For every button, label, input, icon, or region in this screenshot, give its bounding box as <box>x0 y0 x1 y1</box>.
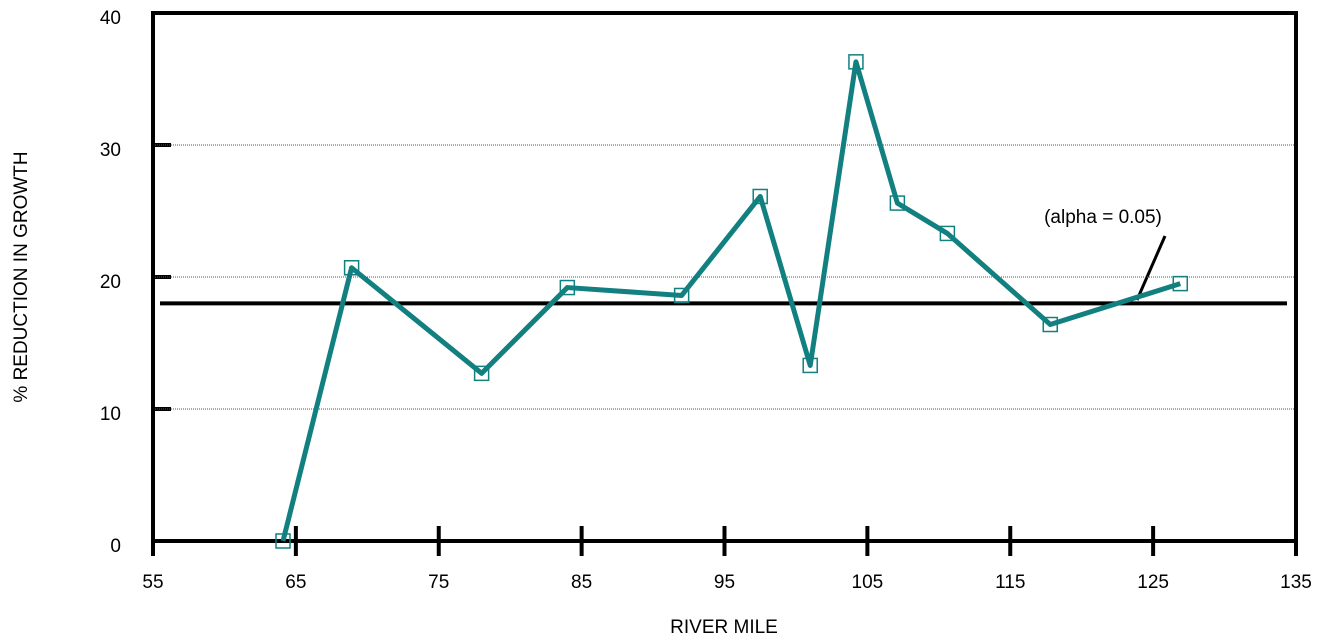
y-tick-label: 10 <box>100 404 121 425</box>
data-point <box>752 188 768 205</box>
x-tick-label: 95 <box>714 572 735 593</box>
data-point <box>559 279 576 296</box>
data-point <box>848 54 864 70</box>
data-point <box>889 195 906 211</box>
x-tick-label: 125 <box>1137 572 1169 593</box>
x-tick-label: 135 <box>1280 572 1312 593</box>
data-point <box>673 287 690 304</box>
y-tick-label: 40 <box>100 8 121 29</box>
data-point <box>939 225 956 242</box>
annotation: (alpha = 0.05) <box>1044 207 1162 228</box>
y-tick-label: 30 <box>100 140 121 161</box>
y-axis-label: % REDUCTION IN GROWTH <box>11 151 32 402</box>
x-tick-label: 75 <box>428 572 449 593</box>
y-tick-label: 20 <box>100 272 121 293</box>
x-tick-label: 65 <box>285 572 306 593</box>
x-tick-label: 55 <box>142 572 163 593</box>
data-point <box>473 365 490 382</box>
x-tick-label: 105 <box>852 572 884 593</box>
data-point <box>275 533 291 549</box>
annotation-leader <box>1135 235 1167 301</box>
data-point <box>343 260 360 276</box>
data-point <box>1042 316 1059 333</box>
data-point <box>1172 275 1189 292</box>
x-tick-label: 85 <box>571 572 592 593</box>
x-axis-label: RIVER MILE <box>670 617 778 638</box>
y-tick-label: 0 <box>110 536 121 557</box>
plot-frame <box>151 11 1298 543</box>
data-line <box>280 59 1182 542</box>
x-tick-label: 115 <box>995 572 1025 593</box>
data-point <box>802 357 818 374</box>
